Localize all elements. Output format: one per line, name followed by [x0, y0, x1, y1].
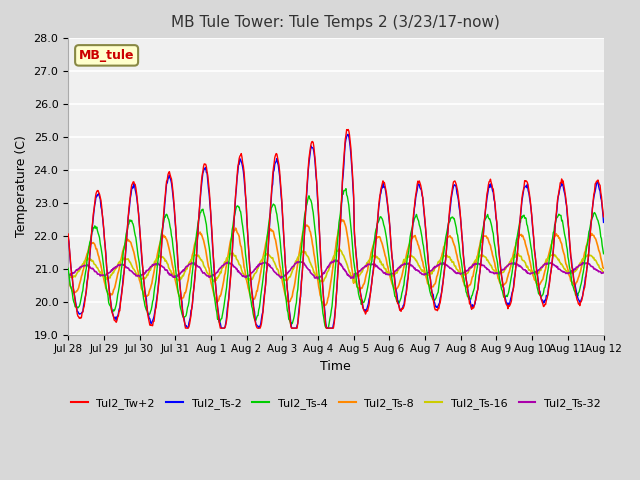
Title: MB Tule Tower: Tule Temps 2 (3/23/17-now): MB Tule Tower: Tule Temps 2 (3/23/17-now… [172, 15, 500, 30]
Y-axis label: Temperature (C): Temperature (C) [15, 135, 28, 237]
Text: MB_tule: MB_tule [79, 49, 134, 62]
X-axis label: Time: Time [321, 360, 351, 373]
Legend: Tul2_Tw+2, Tul2_Ts-2, Tul2_Ts-4, Tul2_Ts-8, Tul2_Ts-16, Tul2_Ts-32: Tul2_Tw+2, Tul2_Ts-2, Tul2_Ts-4, Tul2_Ts… [67, 394, 605, 413]
